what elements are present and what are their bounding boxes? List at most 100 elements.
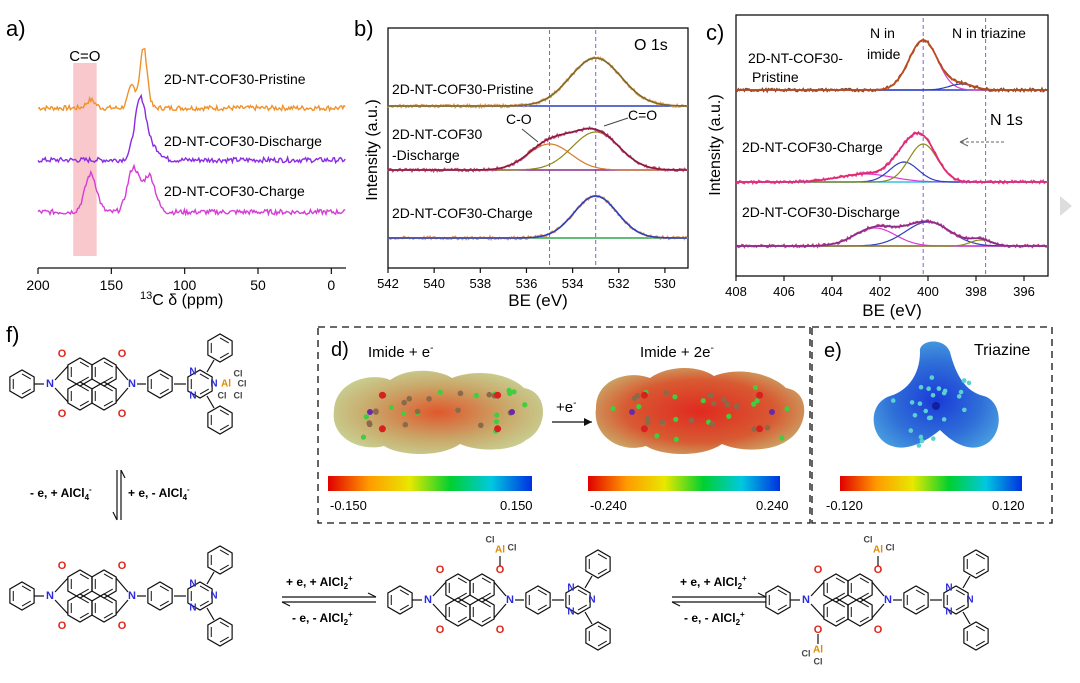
c-x-tick-label: 404 [821, 284, 843, 299]
ring [207, 405, 233, 435]
ring [903, 585, 929, 615]
b-label-discharge-2: -Discharge [392, 147, 460, 163]
c-title: N 1s [990, 112, 1023, 129]
double-bond [79, 573, 89, 580]
atom-label: N [128, 590, 136, 602]
ring [765, 585, 791, 615]
double-bond [103, 376, 113, 383]
atom-label: O [496, 564, 505, 576]
double-bond [199, 373, 209, 380]
bond [206, 571, 215, 585]
f-equilibrium-up-head [120, 469, 126, 479]
a-series-group: 2D-NT-COF30-Pristine 2D-NT-COF30-Discharg… [37, 47, 346, 217]
bond [54, 599, 69, 615]
double-bond [577, 589, 587, 596]
ring [207, 545, 233, 575]
esp-atom [941, 417, 947, 422]
d-esp-surface-left [333, 370, 543, 454]
f-step1-bottom-label: - e, - AlCl2+ [292, 610, 353, 627]
double-bond [79, 361, 89, 368]
b-series-group [387, 56, 688, 242]
double-bond [219, 424, 229, 431]
atom-label: N [210, 379, 217, 390]
atom-label: N [46, 378, 54, 390]
bond [493, 581, 507, 597]
atom-label: Al [495, 545, 505, 556]
atom-label: Cl [234, 390, 243, 400]
double-bond [79, 612, 89, 619]
esp-atom-h [401, 410, 407, 416]
bond [115, 365, 129, 381]
esp-atom-c [764, 424, 771, 431]
esp-atom [912, 412, 918, 418]
esp-atom-h [636, 403, 642, 410]
ring [91, 593, 117, 623]
a-series-label: 2D-NT-COF30-Charge [164, 183, 305, 199]
double-bond [915, 604, 925, 611]
double-bond [21, 600, 31, 607]
c-x-ticks: 408 406 404 402 400 398 396 [725, 276, 1035, 299]
esp-atom [936, 386, 942, 391]
esp-atom [929, 375, 935, 380]
panel-f-label: f) [6, 322, 19, 347]
e-scale-max: 0.120 [992, 498, 1025, 513]
panel-b-label: b) [354, 16, 374, 41]
bond [115, 599, 129, 615]
a-x-tick-label: 200 [26, 277, 50, 293]
bond [962, 575, 971, 589]
double-bond [79, 597, 89, 604]
c-x-tick-label: 402 [869, 284, 891, 299]
double-bond [597, 625, 607, 632]
double-bond [199, 600, 209, 607]
d-left-title: Imide + e- [368, 343, 433, 361]
bond [54, 365, 69, 381]
bond [584, 611, 593, 625]
esp-atom-c [707, 392, 713, 399]
atom-label: N [46, 590, 54, 602]
esp-atom-c [663, 389, 670, 396]
esp-atom-o [640, 425, 648, 433]
atom-label: O [118, 620, 127, 632]
c-envelope [736, 132, 1047, 183]
ring [147, 369, 173, 399]
b-x-tick-label: 530 [654, 276, 676, 291]
b-annot-c-o: C-O [506, 111, 532, 127]
esp-atom-h [494, 412, 500, 418]
atom-label: O [496, 624, 505, 636]
c-x-tick-label: 406 [773, 284, 795, 299]
double-bond [219, 337, 229, 344]
esp-atom-h [610, 405, 616, 412]
atom-label: Cl [238, 378, 247, 388]
double-bond [103, 361, 113, 368]
esp-atom-h [360, 434, 367, 440]
b-envelope [388, 57, 687, 107]
f-step2-forward-head [757, 592, 767, 598]
a-series-label: 2D-NT-COF30-Discharge [164, 133, 322, 149]
double-bond [777, 604, 787, 611]
atom-label: O [118, 408, 127, 420]
double-bond [199, 388, 209, 395]
f-vertical-right-label: + e, - AlCl4- [128, 485, 190, 502]
double-bond [219, 352, 229, 359]
d-left-scale-max: 0.150 [500, 498, 533, 513]
double-bond [399, 589, 409, 596]
double-bond [975, 625, 985, 632]
atom-label: O [118, 348, 127, 360]
atom-label: Cl [864, 534, 873, 544]
esp-atom-h [700, 398, 706, 404]
esp-atom-c [688, 417, 695, 424]
double-bond [597, 568, 607, 575]
esp-atom-n [367, 409, 373, 415]
esp-atom-h [506, 390, 513, 396]
double-bond [481, 592, 491, 599]
b-x-tick-label: 534 [562, 276, 584, 291]
atom-label: Al [873, 545, 883, 556]
d-right-scale-max: 0.240 [756, 498, 789, 513]
c-reference-lines [922, 18, 987, 276]
atom-label: O [874, 624, 883, 636]
bond [206, 359, 215, 373]
esp-atom-c [373, 409, 379, 415]
atom-label: O [814, 624, 823, 636]
double-bond [399, 604, 409, 611]
panel-c: c) Intensity (a.u.) 408 406 404 402 400 398 39… [706, 14, 1049, 320]
